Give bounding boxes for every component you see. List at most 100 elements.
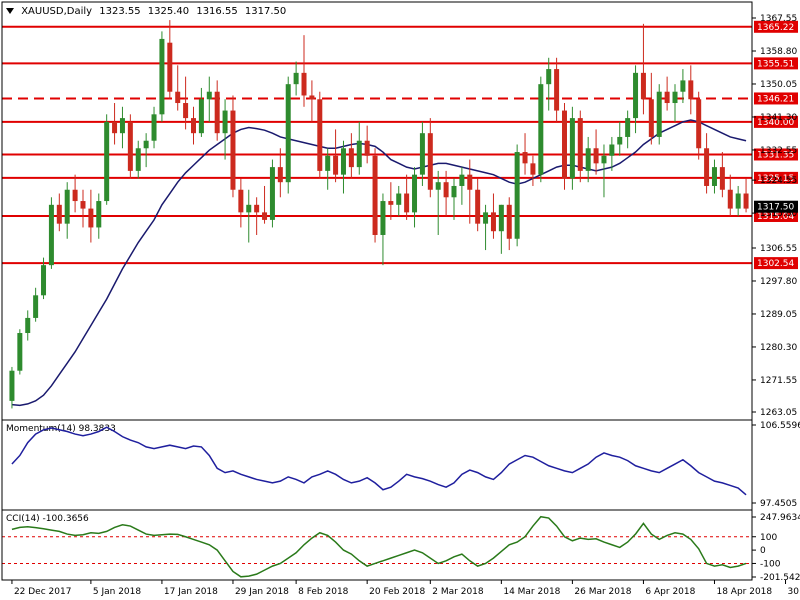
candle <box>119 106 125 149</box>
x-tick-label: 2 Mar 2018 <box>432 587 484 597</box>
candle-body <box>17 333 23 371</box>
candle-body <box>96 201 102 228</box>
candle-body <box>498 204 504 232</box>
candle-body <box>704 148 710 186</box>
candle-body <box>372 155 378 235</box>
candle-body <box>246 204 252 213</box>
cci-title: CCI(14) -100.3656 <box>6 514 89 524</box>
x-tick-label: 8 Feb 2018 <box>298 587 349 597</box>
candle-body <box>285 84 291 183</box>
candle-body <box>727 189 733 209</box>
candle-body <box>419 133 425 175</box>
level-label: 1340.00 <box>757 118 794 128</box>
candle-body <box>262 212 268 220</box>
panel-frame <box>1 509 753 581</box>
candle-body <box>617 136 623 145</box>
candle-body <box>88 208 94 228</box>
y-tick-label: 1358.80 <box>760 47 797 57</box>
candle <box>143 133 149 168</box>
level-label-box <box>754 115 798 128</box>
candle <box>56 193 62 232</box>
candle <box>640 23 646 115</box>
candle <box>396 185 402 217</box>
level-label: 1355.51 <box>757 59 794 69</box>
candle <box>727 174 733 217</box>
x-tick-label: 30 Apr 2018 <box>788 587 800 597</box>
candle-body <box>230 110 236 190</box>
candle-body <box>664 91 670 104</box>
candle <box>317 91 323 179</box>
level-label-box <box>754 209 798 222</box>
candle <box>554 57 560 122</box>
candle-body <box>388 201 394 205</box>
candle-body <box>25 317 31 334</box>
candle <box>490 193 496 239</box>
symbol-label: XAUUSD,Daily <box>21 6 93 17</box>
candle-body <box>522 152 528 164</box>
candle-body <box>127 121 133 171</box>
candle-body <box>569 118 575 179</box>
candle-body <box>112 121 118 134</box>
candle-body <box>309 95 315 100</box>
candle-body <box>427 133 433 190</box>
candle <box>546 57 552 111</box>
candle <box>277 148 283 198</box>
candle <box>656 84 662 145</box>
x-tick-label: 17 Jan 2018 <box>164 587 218 597</box>
candle <box>127 114 133 179</box>
y-tick-label: 1367.55 <box>760 14 797 24</box>
dropdown-triangle-icon[interactable] <box>6 8 14 14</box>
candle-body <box>443 182 449 198</box>
high-value: 1325.40 <box>147 6 190 17</box>
candle <box>514 144 520 247</box>
candle-body <box>56 204 62 224</box>
candle-body <box>688 80 694 100</box>
candle-body <box>317 99 323 171</box>
candle <box>167 20 173 100</box>
y-tick-label: 1306.55 <box>760 244 797 254</box>
candle <box>48 197 54 269</box>
candle-body <box>356 140 362 168</box>
chart-header: XAUUSD,Daily 1323.55 1325.40 1316.55 131… <box>6 6 290 17</box>
current-price-box <box>754 200 798 213</box>
y-tick-label: 1332.55 <box>760 146 797 156</box>
y-tick-label: 1324.55 <box>760 176 797 186</box>
candle-body <box>293 72 299 85</box>
level-label-box <box>754 171 798 184</box>
candle-body <box>601 155 607 164</box>
candle-body <box>238 189 244 213</box>
candle-body <box>206 91 212 100</box>
candle <box>522 133 528 175</box>
candle-body <box>538 84 544 175</box>
low-value: 1316.55 <box>196 6 238 17</box>
candle <box>96 193 102 239</box>
candle <box>719 152 725 198</box>
candle-body <box>41 265 47 296</box>
level-label-box <box>754 257 798 270</box>
candle-body <box>198 99 204 134</box>
y-tick-label: 1350.05 <box>760 80 797 90</box>
current-price-label: 1317.50 <box>757 203 794 213</box>
candle-body <box>175 91 181 104</box>
candle <box>451 178 457 220</box>
candle-body <box>483 212 489 224</box>
momentum-title: Momentum(14) 98.3833 <box>6 424 116 434</box>
candle <box>688 65 694 115</box>
y-tick-label: 1315.80 <box>760 209 797 219</box>
candle <box>175 65 181 111</box>
candle <box>372 148 378 243</box>
x-tick-label: 18 Apr 2018 <box>716 587 772 597</box>
candle <box>601 144 607 198</box>
candle <box>340 140 346 194</box>
candle-body <box>254 204 260 213</box>
level-label: 1315.04 <box>757 212 794 222</box>
candle <box>404 174 410 220</box>
candle <box>246 189 252 243</box>
y-tick-label: 1297.80 <box>760 277 797 287</box>
y-tick-label: 1289.05 <box>760 310 797 320</box>
candle <box>498 204 504 254</box>
cci-panel: CCI(14) -100.3656 <box>2 514 752 578</box>
candle <box>104 114 110 205</box>
candle <box>475 178 481 232</box>
